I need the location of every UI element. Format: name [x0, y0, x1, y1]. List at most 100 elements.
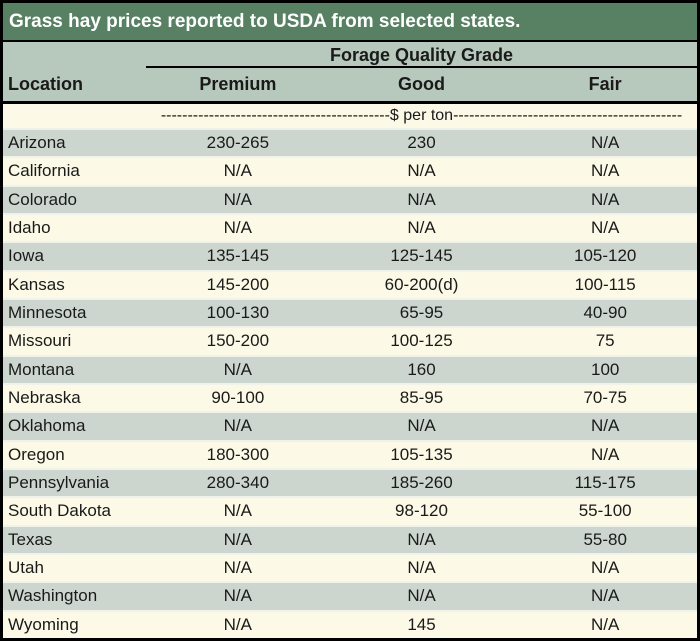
cell-location: Oregon [8, 444, 65, 464]
table-row: Washington N/A N/A N/A [3, 581, 697, 610]
table-row: Arizona 230-265 230 N/A [3, 130, 697, 157]
cell-premium: N/A [223, 189, 252, 209]
table-row: Nebraska 90-100 85-95 70-75 [3, 382, 697, 412]
table-row: South Dakota N/A 98-120 55-100 [3, 496, 697, 525]
cell-premium: N/A [223, 614, 252, 634]
cell-location: Montana [8, 359, 75, 379]
cell-location: Iowa [8, 246, 44, 266]
cell-fair: N/A [591, 586, 620, 606]
cell-good: N/A [407, 586, 436, 606]
table-row: California N/A N/A N/A [3, 156, 697, 185]
cell-good: 98-120 [395, 501, 448, 521]
cell-good: N/A [407, 218, 436, 238]
table-row: Wyoming N/A 145 N/A [3, 609, 697, 638]
table-row: Colorado N/A N/A N/A [3, 184, 697, 213]
cell-good: 185-260 [390, 473, 453, 493]
cell-premium: N/A [223, 161, 252, 181]
cell-premium: N/A [223, 529, 252, 549]
cell-location: Nebraska [8, 388, 81, 408]
cell-good: 160 [407, 359, 436, 379]
cell-good: N/A [407, 416, 436, 436]
cell-location: Idaho [8, 218, 51, 238]
cell-premium: N/A [223, 416, 252, 436]
cell-location: Arizona [8, 133, 66, 153]
cell-fair: 105-120 [573, 246, 637, 266]
cell-fair: N/A [591, 133, 620, 153]
table-header: Forage Quality Grade Location Premium Go… [3, 42, 697, 104]
cell-premium: N/A [223, 359, 252, 379]
cell-premium: N/A [223, 218, 252, 238]
location-column-spacer [3, 42, 146, 68]
cell-premium: 100-130 [206, 303, 270, 323]
cell-fair: N/A [591, 444, 620, 464]
cell-location: Oklahoma [8, 416, 86, 436]
cell-good: N/A [407, 529, 436, 549]
cell-premium: N/A [223, 558, 252, 578]
cell-fair: N/A [591, 189, 620, 209]
cell-good: 65-95 [399, 303, 444, 323]
cell-good: 125-145 [390, 246, 453, 266]
cell-fair: 55-80 [583, 529, 627, 549]
table-row: Utah N/A N/A N/A [3, 552, 697, 582]
cell-premium: 145-200 [206, 274, 270, 294]
cell-good: N/A [407, 189, 436, 209]
cell-fair: N/A [591, 161, 620, 181]
table-row: Minnesota 100-130 65-95 40-90 [3, 297, 697, 327]
cell-premium: 230-265 [206, 133, 270, 153]
cell-location: Colorado [8, 189, 77, 209]
cell-fair: N/A [591, 558, 620, 578]
cell-fair: 100 [590, 359, 620, 379]
cell-premium: 135-145 [206, 246, 270, 266]
table-row: Oregon 180-300 105-135 N/A [3, 439, 697, 468]
column-header-fair: Fair [588, 74, 622, 94]
cell-location: Utah [8, 558, 44, 578]
table-row: Idaho N/A N/A N/A [3, 212, 697, 242]
cell-premium: 280-340 [206, 473, 270, 493]
cell-location: California [8, 161, 80, 181]
cell-fair: 100-115 [574, 274, 636, 294]
table-row: Pennsylvania 280-340 185-260 115-175 [3, 467, 697, 497]
cell-premium: 180-300 [206, 444, 270, 464]
cell-good: 230 [407, 133, 436, 153]
units-label: ----------------------------------------… [160, 107, 683, 124]
group-header-row: Forage Quality Grade [3, 42, 697, 68]
column-header-location: Location [8, 74, 83, 94]
cell-good: N/A [407, 161, 436, 181]
column-header-good: Good [398, 74, 445, 94]
cell-fair: 55-100 [578, 501, 632, 521]
cell-premium: 90-100 [211, 388, 265, 408]
table-title: Grass hay prices reported to USDA from s… [3, 3, 697, 42]
cell-premium: N/A [223, 586, 252, 606]
table-row: Kansas 145-200 60-200(d) 100-115 [3, 269, 697, 298]
table-row: Montana N/A 160 100 [3, 354, 697, 383]
cell-good: 145 [407, 614, 436, 634]
cell-premium: N/A [223, 501, 252, 521]
cell-location: Kansas [8, 274, 65, 294]
units-row: ----------------------------------------… [3, 104, 697, 130]
table-row: Texas N/A N/A 55-80 [3, 524, 697, 553]
column-header-row: Location Premium Good Fair [3, 68, 697, 101]
units-cell: ----------------------------------------… [146, 107, 697, 125]
cell-good: N/A [407, 558, 436, 578]
cell-good: 85-95 [399, 388, 444, 408]
table-row: Oklahoma N/A N/A N/A [3, 411, 697, 440]
cell-location: Texas [8, 529, 53, 549]
cell-good: 105-135 [390, 444, 453, 464]
cell-fair: 70-75 [583, 388, 627, 408]
column-header-premium: Premium [199, 74, 277, 94]
cell-premium: 150-200 [206, 331, 270, 351]
cell-fair: N/A [591, 218, 620, 238]
cell-location: Wyoming [8, 614, 79, 634]
cell-fair: 115-175 [574, 473, 636, 493]
cell-location: South Dakota [8, 501, 112, 521]
cell-location: Missouri [8, 331, 72, 351]
table-row: Missouri 150-200 100-125 75 [3, 326, 697, 355]
cell-good: 60-200(d) [384, 274, 459, 294]
cell-location: Washington [8, 586, 98, 606]
cell-fair: 75 [595, 331, 615, 351]
group-header-forage-quality-grade: Forage Quality Grade [146, 42, 697, 68]
cell-location: Minnesota [8, 303, 87, 323]
cell-good: 100-125 [390, 331, 453, 351]
table-body: Arizona 230-265 230 N/A California N/A N/A N/A C… [3, 130, 697, 638]
